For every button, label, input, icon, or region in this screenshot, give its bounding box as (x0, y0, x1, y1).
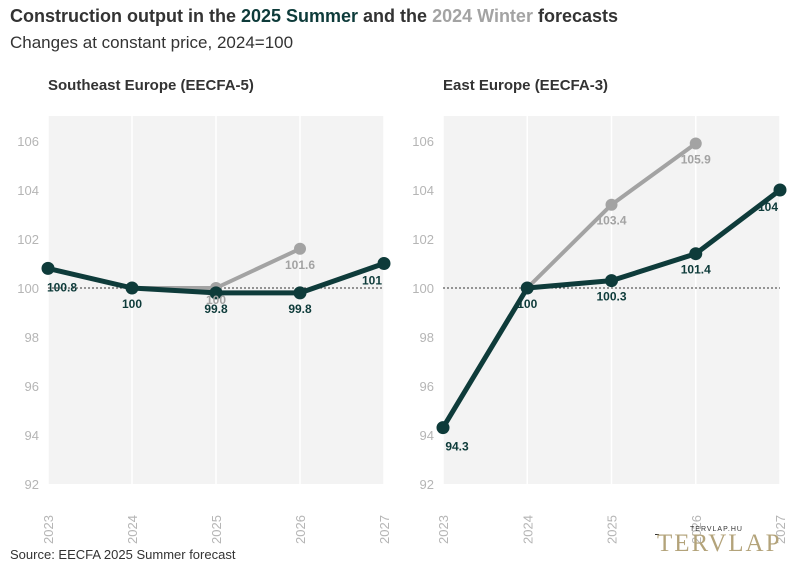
data-point (377, 257, 391, 270)
data-label: 100.3 (596, 290, 626, 304)
data-label: 100 (122, 297, 142, 311)
tervlap-logo: TERVLAP.HU TERVLAP (655, 526, 782, 557)
y-tick-label: 96 (420, 379, 434, 394)
data-label: 99.8 (204, 302, 228, 316)
data-point (41, 261, 55, 275)
panel-title: Southeast Europe (EECFA-5) (48, 77, 254, 94)
y-tick-label: 106 (412, 134, 434, 149)
data-label: 94.3 (445, 440, 469, 454)
y-tick-label: 92 (25, 477, 39, 492)
data-point (125, 281, 139, 295)
title-summer: 2025 Summer (240, 6, 359, 26)
x-tick-label: 2023 (41, 515, 56, 544)
panel-title: East Europe (EECFA-3) (443, 77, 608, 94)
data-point (209, 286, 223, 300)
x-tick-label: 2024 (520, 515, 535, 544)
y-tick-label: 94 (25, 428, 39, 443)
data-point (605, 198, 618, 211)
y-tick-label: 96 (25, 379, 39, 394)
y-tick-label: 102 (17, 232, 39, 247)
data-label: 103.4 (596, 214, 626, 228)
data-label: 100 (206, 293, 226, 307)
x-tick-label: 2025 (209, 515, 224, 544)
x-tick-label: 2024 (125, 515, 140, 544)
x-tick-label: 2027 (773, 515, 788, 544)
data-point (520, 281, 534, 295)
title-prefix: Construction output in the (10, 6, 241, 26)
logo-dash (655, 534, 659, 535)
data-label: 99.8 (288, 302, 312, 316)
x-tick-label: 2026 (689, 515, 704, 544)
data-point (436, 421, 450, 435)
y-tick-label: 100 (17, 281, 39, 296)
y-tick-label: 102 (412, 232, 434, 247)
x-tick-label: 2027 (377, 515, 392, 544)
data-label: 104 (758, 200, 778, 214)
source-note: Source: EECFA 2025 Summer forecast (10, 547, 236, 562)
x-tick-label: 2025 (605, 515, 620, 544)
logo-small-text: TERVLAP.HU (690, 526, 743, 533)
data-label: 100.8 (47, 280, 77, 294)
title-suffix: forecasts (532, 6, 618, 26)
y-tick-label: 94 (420, 428, 434, 443)
data-point (689, 137, 702, 150)
data-label: 101.4 (681, 263, 711, 277)
y-tick-label: 104 (17, 183, 39, 198)
chart-panel-1: Southeast Europe (EECFA-5) 92 94 96 98 100 102… (17, 77, 392, 544)
y-tick-label: 106 (17, 134, 39, 149)
chart-title: Construction output in the 2025 Summer a… (10, 6, 618, 27)
y-tick-label: 98 (25, 330, 39, 345)
title-winter: 2024 Winter (432, 6, 533, 26)
data-point (773, 183, 787, 197)
chart-panel-2: East Europe (EECFA-3) 92 94 96 98 100 102 104 10… (412, 77, 788, 544)
y-tick-label: 104 (412, 183, 434, 198)
y-tick-label: 92 (420, 477, 434, 492)
x-tick-label: 2023 (436, 515, 451, 544)
chart-subtitle: Changes at constant price, 2024=100 (10, 33, 294, 52)
data-point (294, 242, 306, 255)
logo-big-text: TERVLAP (657, 530, 782, 557)
data-label: 105.9 (681, 152, 711, 166)
y-tick-label: 98 (420, 330, 434, 345)
data-point (293, 286, 307, 300)
y-tick-label: 100 (412, 281, 434, 296)
x-tick-label: 2026 (293, 515, 308, 544)
data-label: 101.6 (285, 258, 315, 272)
title-mid: and the (358, 6, 433, 26)
data-label: 101 (362, 274, 382, 288)
data-point (605, 274, 618, 288)
data-point (689, 247, 703, 261)
data-label: 100 (517, 297, 537, 311)
